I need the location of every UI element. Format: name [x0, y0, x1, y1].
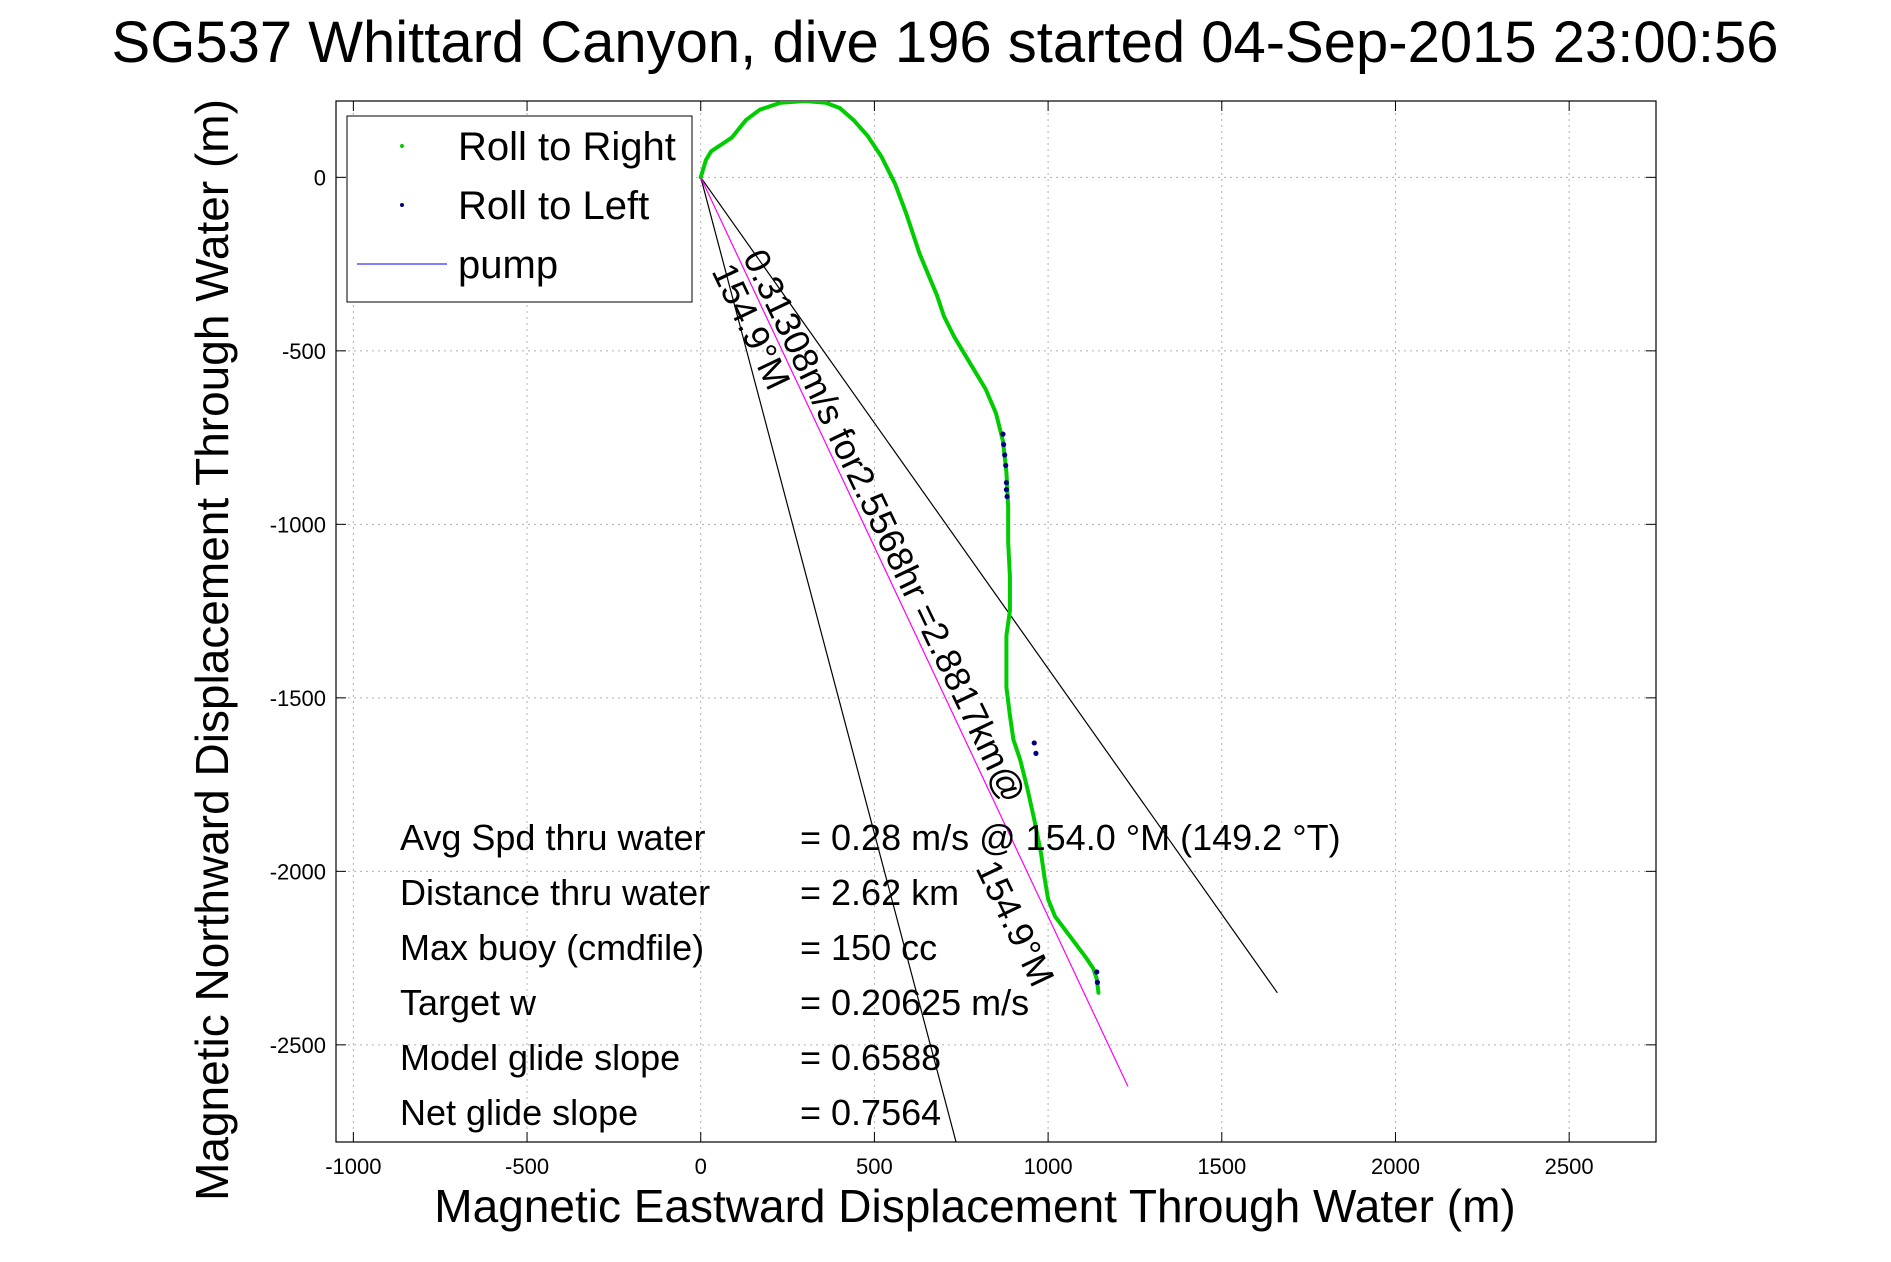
- series-point-roll-left: [1094, 969, 1100, 975]
- legend-label: Roll to Left: [458, 184, 649, 228]
- series-point-roll-left: [1001, 441, 1007, 448]
- stat-value: = 0.28 m/s @ 154.0 °M (149.2 °T): [800, 817, 1341, 858]
- legend-swatch-dot: [400, 203, 404, 207]
- series-point-roll-left: [1002, 452, 1008, 458]
- series-point-roll-left: [1000, 431, 1006, 437]
- y-tick-label: -1000: [270, 512, 326, 537]
- series-point-roll-left: [1033, 750, 1039, 756]
- x-tick-label: -1000: [325, 1154, 381, 1179]
- series-point-roll-left: [1003, 480, 1010, 486]
- chart-title: SG537 Whittard Canyon, dive 196 started …: [112, 10, 1779, 75]
- reference-line: [700, 176, 1278, 994]
- data-layer: [698, 101, 1278, 1142]
- stat-value: = 2.62 km: [800, 872, 959, 913]
- stat-value: = 0.7564: [800, 1092, 941, 1133]
- x-tick-label: 2500: [1545, 1154, 1594, 1179]
- x-tick-label: -500: [505, 1154, 549, 1179]
- legend-swatch-dot: [400, 144, 404, 148]
- legend-label: pump: [458, 243, 558, 287]
- stat-label: Distance thru water: [400, 872, 710, 913]
- stat-label: Avg Spd thru water: [400, 817, 706, 858]
- x-tick-label: 1000: [1024, 1154, 1073, 1179]
- x-tick-label: 2000: [1371, 1154, 1420, 1179]
- series-point-roll-left: [1003, 487, 1010, 493]
- x-tick-label: 1500: [1197, 1154, 1246, 1179]
- stat-label: Target w: [400, 982, 537, 1023]
- stat-value: = 0.6588: [800, 1037, 941, 1078]
- y-axis-label: Magnetic Northward Displacement Through …: [186, 99, 238, 1201]
- y-tick-label: 0: [314, 165, 326, 190]
- y-tick-label: -500: [282, 339, 326, 364]
- stat-label: Max buoy (cmdfile): [400, 927, 704, 968]
- series-line-heading: [700, 177, 1129, 1087]
- stat-label: Net glide slope: [400, 1092, 638, 1133]
- legend-label: Roll to Right: [458, 125, 676, 169]
- x-tick-label: 0: [695, 1154, 707, 1179]
- series-point-roll-left: [1003, 462, 1009, 468]
- plot-frame: [335, 100, 1657, 1143]
- reference-line: [700, 177, 957, 1142]
- series-line-roll-right: [698, 101, 1101, 995]
- stat-value: = 0.20625 m/s: [800, 982, 1029, 1023]
- series-point-roll-left: [1031, 740, 1037, 746]
- stat-label: Model glide slope: [400, 1037, 680, 1078]
- series-point-roll-left: [1094, 979, 1101, 985]
- x-axis-label: Magnetic Eastward Displacement Through W…: [434, 1180, 1515, 1232]
- y-tick-label: -2000: [270, 859, 326, 884]
- legend-box: [346, 115, 693, 303]
- y-tick-label: -2500: [270, 1033, 326, 1058]
- stat-value: = 150 cc: [800, 927, 937, 968]
- y-tick-label: -1500: [270, 686, 326, 711]
- x-tick-label: 500: [856, 1154, 893, 1179]
- series-point-roll-left: [1004, 493, 1010, 500]
